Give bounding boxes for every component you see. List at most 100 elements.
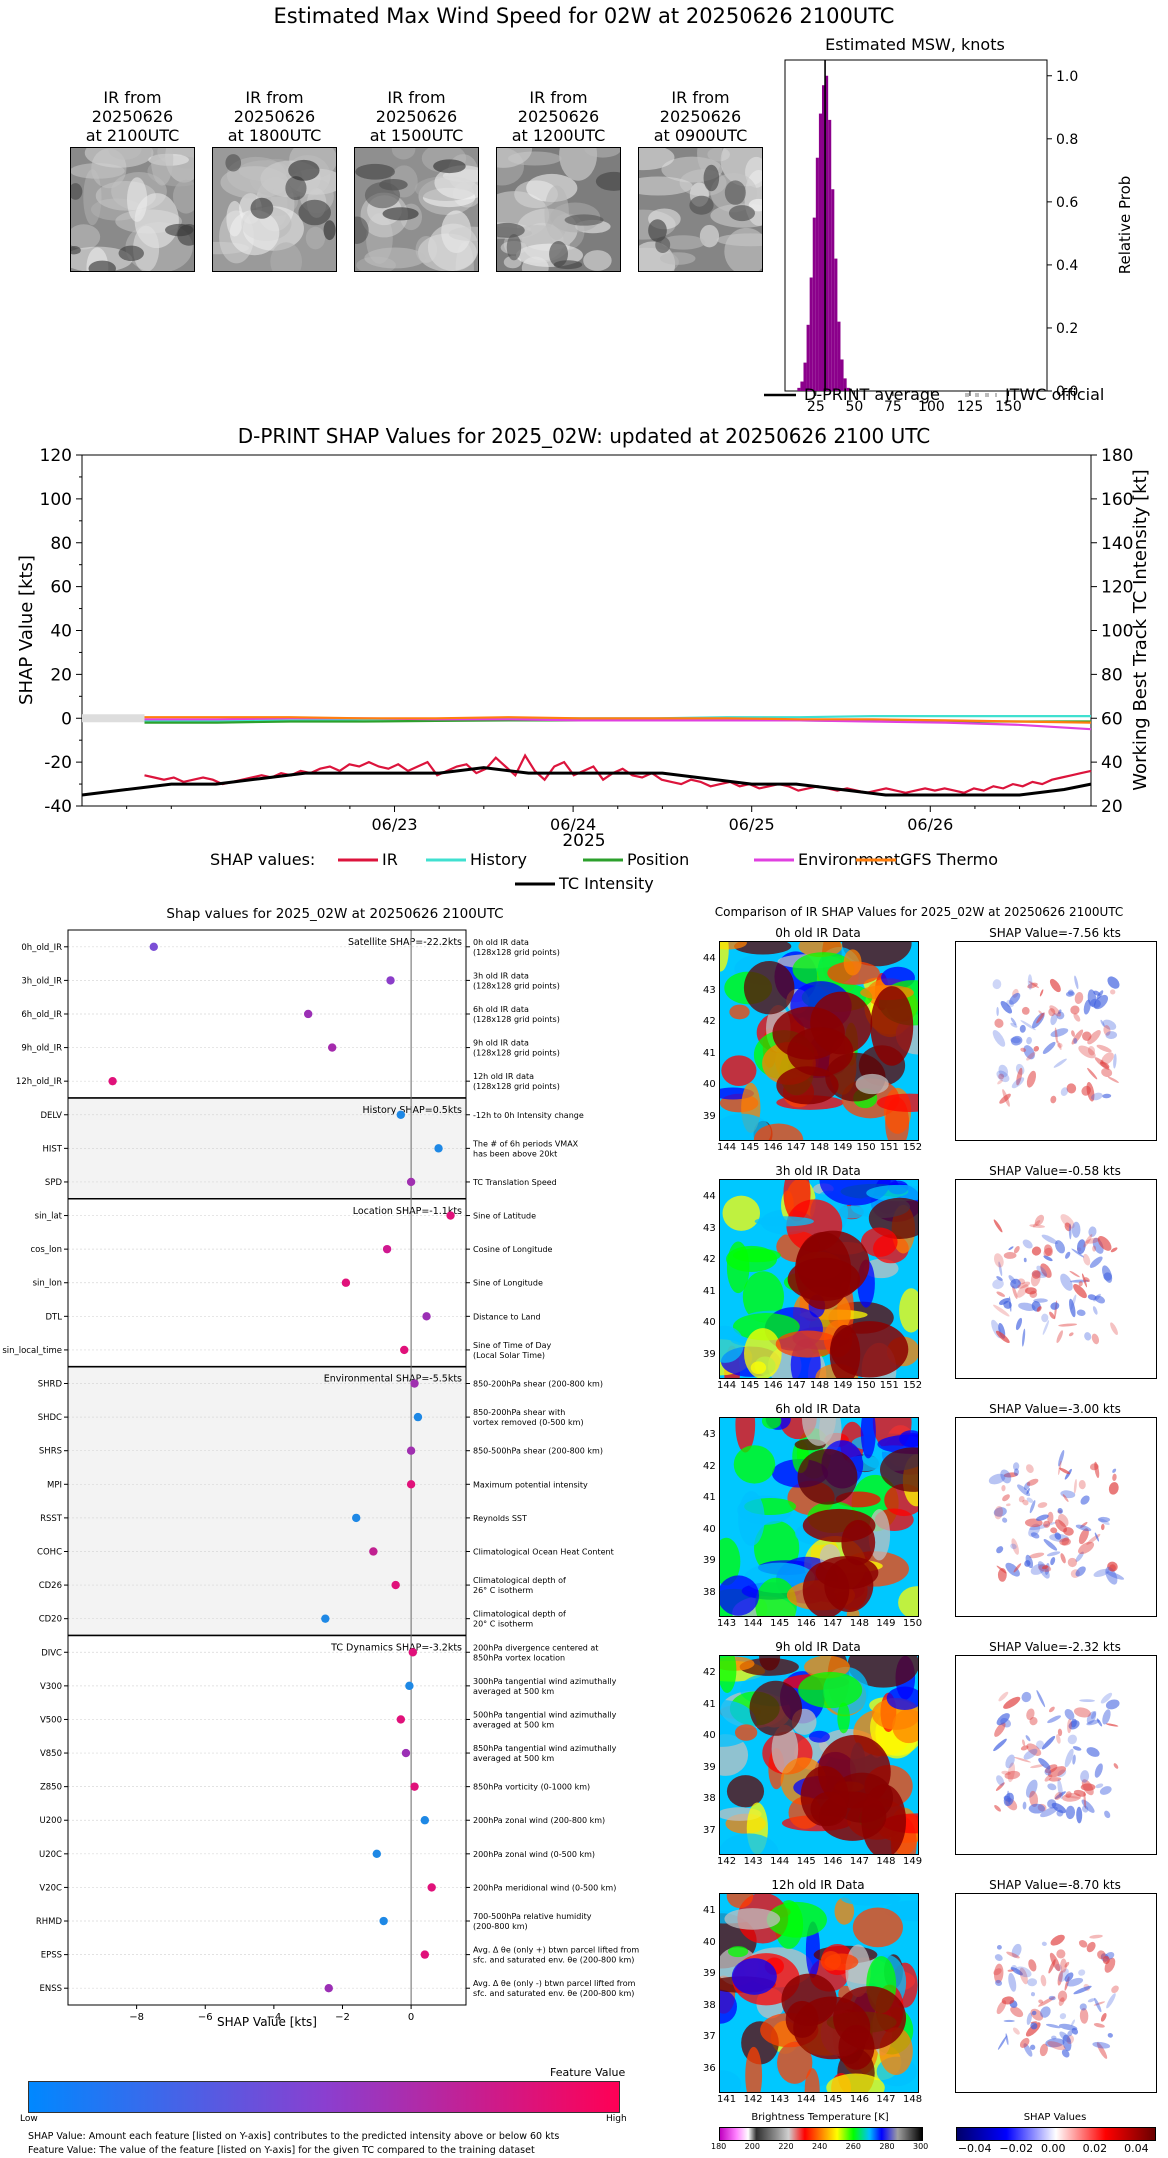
group-label: TC Dynamics SHAP=-3.2kts — [330, 1642, 462, 1653]
ir-cloud-blob — [738, 1491, 765, 1546]
x-tick-label: 150 — [995, 399, 1022, 415]
y-tick-label: 1.0 — [1056, 69, 1078, 85]
feature-description: averaged at 500 km — [473, 1720, 554, 1729]
clear-sky-blob — [703, 164, 720, 192]
ir-cloud-blob — [720, 1989, 737, 2024]
shap-pixel-blob — [1041, 1234, 1058, 1245]
shap-pixel-blob — [1060, 1490, 1076, 1499]
bt-tick-label: 280 — [879, 2142, 895, 2151]
msw-histogram-chart: Estimated MSW, knots 25 50 75 100 125 150 0.0 0… — [784, 35, 1134, 415]
shap-colorbar: SHAP Values −0.04 −0.02 0.00 0.02 0.04 — [950, 2112, 1160, 2158]
shap-pixel-blob — [1101, 1523, 1105, 1531]
ir-x-tick-label: 142 — [743, 2094, 763, 2105]
legend-jtwc-label: JTWC official — [1005, 385, 1105, 404]
shap-pixel-blob — [1041, 1941, 1047, 1947]
y-tick-label: 20 — [50, 665, 72, 685]
shap-pixel-blob — [1003, 2019, 1015, 2023]
feature-shap-point — [408, 1648, 418, 1657]
clear-sky-blob — [285, 176, 307, 201]
shap-pixel-blob — [1007, 1969, 1014, 1972]
shap-pixel-blob — [1096, 1718, 1103, 1727]
ir-panel-image — [719, 1655, 919, 1855]
y-tick-label: 40 — [50, 622, 72, 642]
shap-panel-image — [955, 1417, 1157, 1617]
shap-pixel-blob — [1044, 1768, 1052, 1776]
shap-pixel-blob — [1047, 1783, 1057, 1791]
ir-x-tick-label: 142 — [717, 1856, 737, 1867]
legend-label-history: History — [470, 850, 527, 869]
shap-pixel-blob — [1066, 2035, 1074, 2045]
feature-chart-title: Shap values for 2025_02W at 20250626 210… — [166, 906, 503, 922]
shap-pixel-blob — [1036, 1514, 1049, 1521]
ir-x-tick-label: 144 — [717, 1380, 737, 1391]
feature-label: sin_local_time — [2, 1346, 62, 1356]
ir-cloud-blob — [826, 2073, 885, 2092]
clear-sky-blob — [118, 245, 144, 262]
shap-pixel-blob — [994, 1505, 1004, 1520]
legend-swatch-icon — [338, 858, 378, 862]
clear-sky-blob — [250, 197, 274, 219]
shap-pixel-blob — [1065, 991, 1075, 997]
shap-pixel-blob — [998, 1064, 1009, 1078]
ir-x-tick-label: 152 — [903, 1380, 923, 1391]
shap-pixel-blob — [1089, 1256, 1103, 1268]
shap-tick-label: 0.02 — [1082, 2142, 1108, 2155]
shap-pixel-blob — [1048, 1008, 1056, 1017]
shap-pixel-blob — [1030, 1992, 1036, 1997]
ir-cloud-blob — [734, 1724, 758, 1741]
ir-convection-core — [870, 986, 914, 1066]
shap-pixel-blob — [1013, 1246, 1020, 1254]
shap-pixel-blob — [993, 1304, 1010, 1317]
shap-pixel-blob — [992, 979, 1002, 990]
group-label: Location SHAP=-1.1kts — [353, 1206, 462, 1217]
shap-pixel-blob — [1049, 1311, 1055, 1319]
ir-x-tick-label: 147 — [823, 1618, 843, 1629]
feature-description: sfc. and saturated env. θe (200-800 km) — [473, 1956, 634, 1965]
ir-y-tick-label: 38 — [703, 1587, 716, 1598]
ir-cloud-blob — [819, 1180, 891, 1206]
ir-convection-core — [830, 1321, 909, 1378]
shap-pixel-blob — [992, 1030, 1006, 1047]
shap-pixel-blob — [996, 1945, 1002, 1950]
shap-pixel-blob — [1067, 1557, 1077, 1568]
shap-pixel-blob — [1050, 1934, 1065, 1946]
shap-panel-title: SHAP Value=-3.00 kts — [989, 1402, 1121, 1416]
shap-pixel-blob — [1100, 1059, 1104, 1065]
ir-y-tick-label: 39 — [703, 1968, 716, 1980]
ir-x-tick-label: 149 — [833, 1142, 853, 1153]
shap-pixel-blob — [1057, 1042, 1063, 1048]
shap-pixel-blob — [1067, 1718, 1072, 1734]
shap-panel-image — [955, 1179, 1157, 1379]
shap-pixel-blob — [1019, 2037, 1030, 2048]
ir-thumbnail-caption: IR from 20250626 at 2100UTC — [60, 88, 205, 145]
bt-colorbar-gradient — [719, 2127, 923, 2141]
shap-pixel-blob — [1061, 2049, 1070, 2058]
shap-pixel-blob — [1058, 2023, 1078, 2031]
ir-cloud-blob — [860, 1418, 876, 1459]
shap-pixel-blob — [1010, 1278, 1021, 1289]
feature-label: 12h_old_IR — [16, 1077, 62, 1087]
shap-pixel-blob — [1038, 1010, 1043, 1016]
shap-pixel-blob — [1083, 999, 1091, 1015]
clear-sky-blob — [433, 159, 466, 174]
shap-pixel-blob — [1100, 2013, 1107, 2022]
feature-shap-point — [352, 1513, 361, 1523]
shap-pixel-blob — [1056, 1040, 1062, 1050]
ir-convection-core — [794, 1232, 852, 1310]
shap-pixel-blob — [1064, 1468, 1072, 1480]
feature-description: Sine of Longitude — [473, 1279, 543, 1288]
shap-pixel-blob — [1078, 1969, 1086, 1976]
shap-pixel-blob — [1067, 2030, 1073, 2037]
shap-pixel-blob — [1019, 1024, 1026, 1033]
feature-label: SHRS — [39, 1447, 62, 1457]
feature-colorbar-title: Feature Value — [550, 2066, 626, 2079]
shap-pixel-blob — [1050, 1302, 1060, 1310]
feature-shap-point — [396, 1715, 406, 1724]
group-shading — [68, 1366, 466, 1636]
shap-pixel-blob — [1096, 1044, 1112, 1053]
ir-y-tick-label: 40 — [703, 1730, 716, 1742]
shap-pixel-blob — [996, 1546, 1004, 1554]
legend-swatch-icon — [856, 858, 896, 862]
y-right-tick-label: 20 — [1101, 797, 1123, 817]
y-right-tick-label: 80 — [1101, 665, 1123, 685]
